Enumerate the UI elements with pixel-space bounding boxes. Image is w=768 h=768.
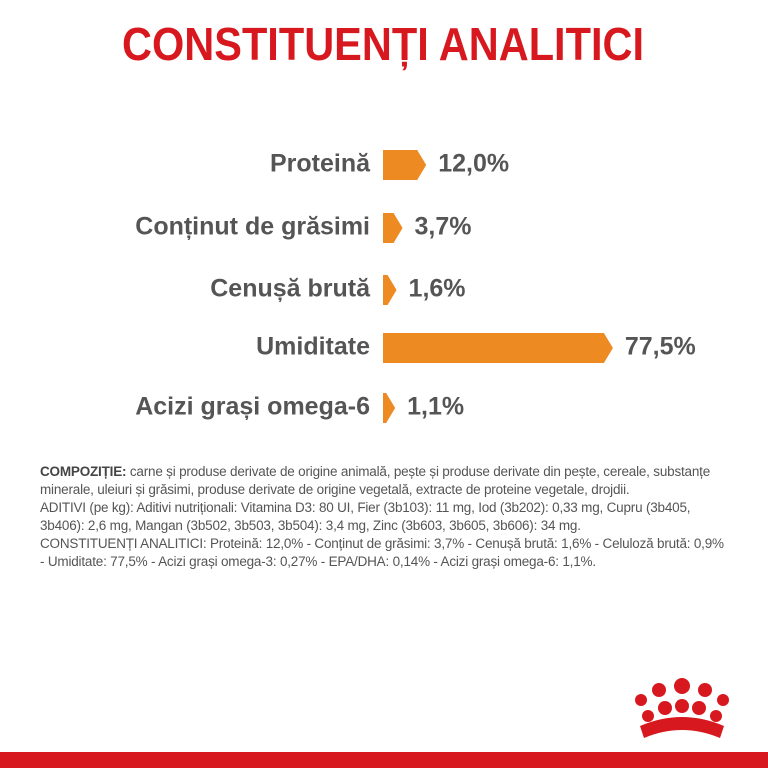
bottom-stripe (0, 752, 768, 768)
logo (635, 678, 729, 738)
composition-label: COMPOZIȚIE: (40, 464, 127, 479)
chart-title: CONSTITUENȚI ANALITICI (122, 18, 644, 71)
value-label: 3,7% (415, 213, 472, 241)
composition: COMPOZIȚIE: carne și produse derivate de… (40, 463, 730, 571)
bar (383, 150, 427, 180)
value-label: 77,5% (625, 333, 696, 361)
bar (383, 275, 397, 305)
composition-paragraph: COMPOZIȚIE: carne și produse derivate de… (40, 463, 730, 499)
additives: ADITIVI (pe kg): Aditivi nutriționali: V… (40, 500, 691, 533)
composition-text: carne și produse derivate de origine ani… (40, 464, 711, 497)
value-label: 1,6% (409, 275, 466, 303)
category-label: Conținut de grăsimi (135, 213, 370, 241)
constituents: CONSTITUENȚI ANALITICI: Proteină: 12,0% … (40, 536, 724, 569)
category-label: Cenușă brută (210, 275, 371, 303)
value-label: 12,0% (438, 150, 509, 178)
category-label: Umiditate (256, 333, 370, 361)
bar (383, 333, 613, 363)
category-label: Proteină (270, 150, 371, 178)
value-label: 1,1% (407, 393, 464, 421)
bar (383, 393, 396, 423)
category-label: Acizi grași omega-6 (135, 393, 370, 421)
bar (383, 213, 403, 243)
